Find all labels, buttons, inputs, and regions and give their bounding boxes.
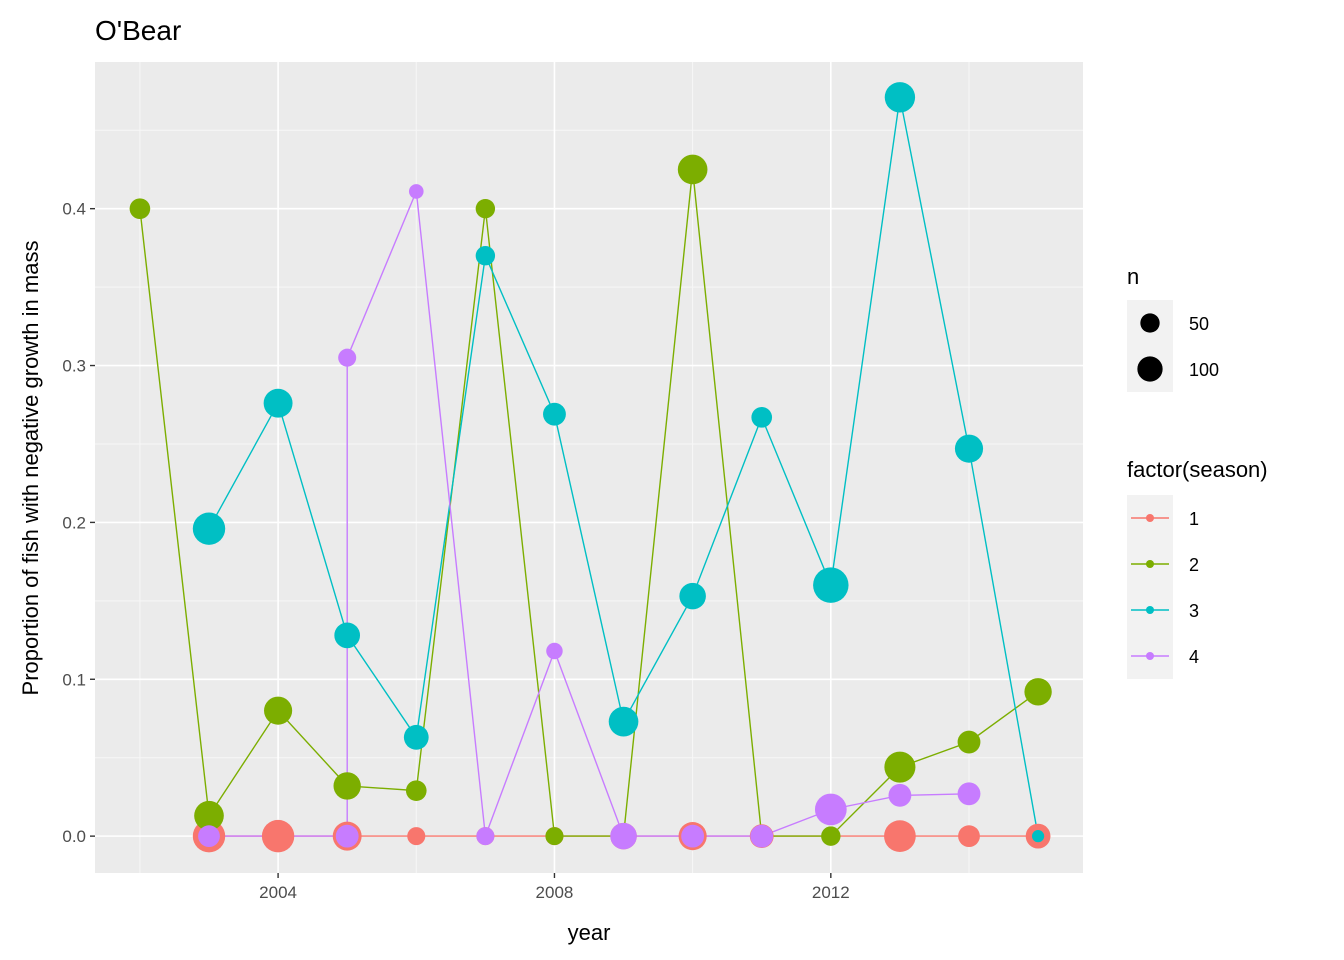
- data-point-season-2: [1024, 678, 1052, 706]
- color-legend-label: 3: [1189, 601, 1199, 621]
- data-point-season-2: [405, 780, 427, 801]
- data-point-season-2: [821, 826, 841, 846]
- color-legend-key-point-1: [1146, 514, 1154, 522]
- data-point-season-3: [813, 567, 849, 603]
- y-axis: 0.0 0.1 0.2 0.3 0.4: [62, 200, 95, 846]
- y-tick-label: 0.0: [62, 827, 86, 846]
- data-point-season-2: [333, 772, 361, 800]
- x-tick-label: 2012: [812, 883, 850, 902]
- data-point-season-3: [543, 402, 566, 426]
- y-tick-label: 0.4: [62, 200, 86, 219]
- color-legend-label: 1: [1189, 509, 1199, 529]
- size-legend-label: 50: [1189, 314, 1209, 334]
- color-legend-key-point-3: [1146, 606, 1154, 614]
- data-point-season-3: [751, 406, 773, 428]
- data-point-season-1: [958, 825, 980, 848]
- color-legend-key-point-4: [1146, 652, 1154, 660]
- data-point-season-4: [888, 783, 912, 807]
- data-point-season-3: [334, 622, 361, 649]
- data-point-season-3: [263, 388, 293, 418]
- data-point-season-4: [338, 348, 357, 367]
- data-point-season-3: [608, 706, 639, 737]
- x-axis-title: year: [568, 920, 611, 945]
- data-point-season-4: [957, 782, 981, 806]
- data-point-season-4: [198, 825, 220, 848]
- data-point-season-3: [954, 434, 984, 463]
- data-point-season-3: [403, 724, 429, 750]
- data-point-season-2: [957, 730, 981, 754]
- data-point-season-2: [475, 198, 496, 219]
- data-point-season-2: [677, 154, 708, 185]
- data-point-season-3: [884, 82, 916, 113]
- data-point-season-2: [129, 198, 151, 219]
- data-point-season-2: [264, 696, 293, 725]
- data-point-season-2: [545, 827, 564, 846]
- series-points: [129, 82, 1052, 853]
- color-legend: factor(season) 1 2 3 4: [1127, 457, 1268, 679]
- x-axis: 2004 2008 2012: [259, 873, 850, 902]
- data-point-season-4: [335, 824, 359, 848]
- y-tick-label: 0.1: [62, 670, 86, 689]
- data-point-season-4: [750, 824, 774, 848]
- data-point-season-4: [546, 642, 563, 660]
- data-point-season-4: [408, 184, 424, 199]
- y-tick-label: 0.3: [62, 357, 86, 376]
- data-point-season-1: [884, 820, 916, 853]
- x-tick-label: 2008: [536, 883, 574, 902]
- data-point-season-2: [884, 751, 916, 783]
- series-line-2: [139, 169, 1039, 837]
- chart-title: O'Bear: [95, 15, 181, 46]
- size-legend: n 50 100: [1127, 264, 1219, 392]
- size-legend-key-50: [1140, 313, 1160, 333]
- data-point-season-4: [610, 822, 637, 850]
- data-point-season-3: [679, 582, 706, 610]
- data-point-season-4: [814, 793, 847, 826]
- data-point-season-3: [192, 512, 226, 545]
- x-tick-label: 2004: [259, 883, 297, 902]
- size-legend-title: n: [1127, 264, 1139, 289]
- size-legend-key-100: [1137, 356, 1163, 382]
- color-legend-title: factor(season): [1127, 457, 1268, 482]
- data-point-season-4: [681, 824, 705, 848]
- data-point-season-1: [407, 827, 426, 846]
- data-point-season-1: [261, 819, 295, 853]
- color-legend-key-point-2: [1146, 560, 1154, 568]
- minor-grid: [95, 62, 1083, 873]
- data-point-season-3: [1031, 830, 1045, 843]
- major-grid: [95, 62, 1083, 873]
- y-tick-label: 0.2: [62, 513, 86, 532]
- y-axis-title: Proportion of fish with negative growth …: [18, 241, 43, 696]
- data-point-season-4: [476, 827, 495, 846]
- color-legend-label: 4: [1189, 647, 1199, 667]
- size-legend-label: 100: [1189, 360, 1219, 380]
- color-legend-label: 2: [1189, 555, 1199, 575]
- data-point-season-3: [475, 246, 496, 266]
- data-point-season-2: [194, 800, 224, 831]
